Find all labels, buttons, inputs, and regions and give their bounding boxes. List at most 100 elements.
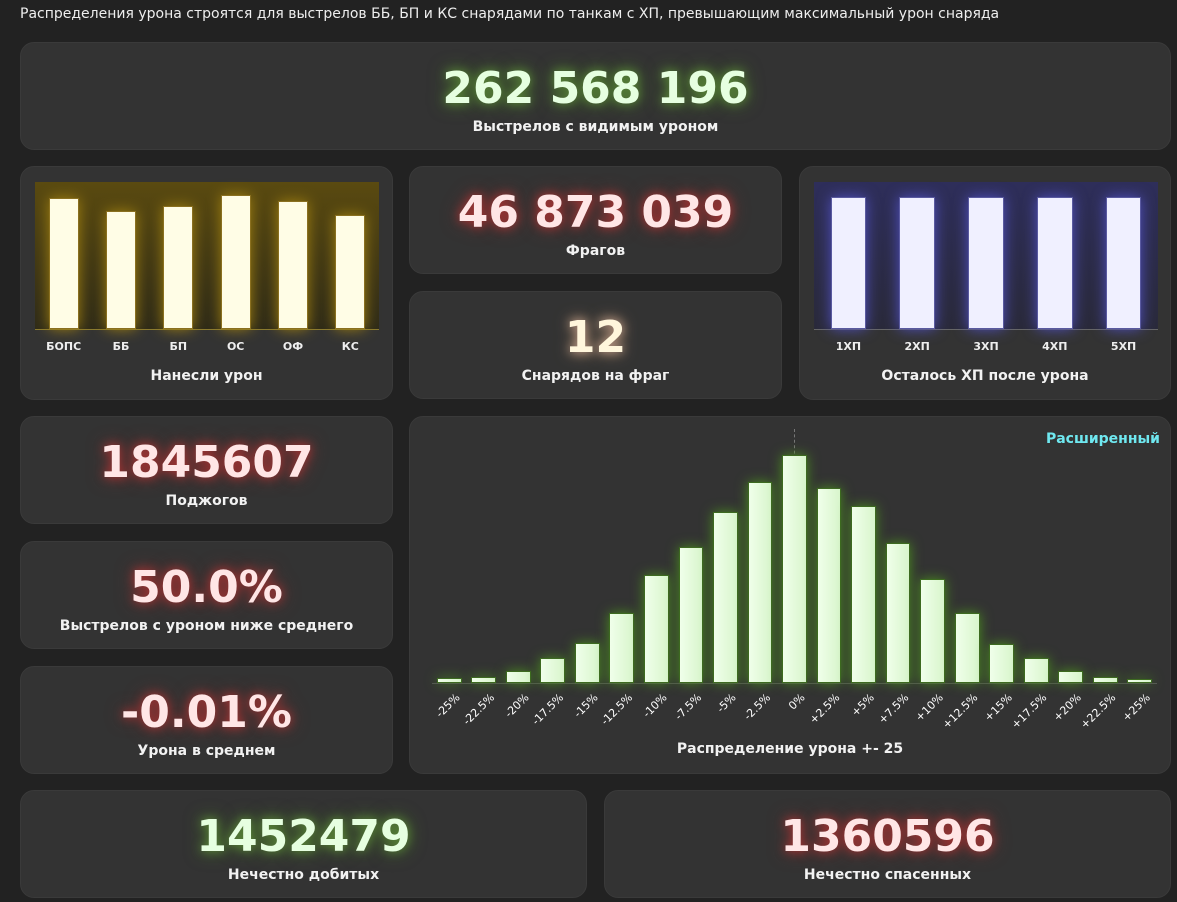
- unfair-saved-value: 1360596: [780, 811, 995, 862]
- frags-value: 46 873 039: [457, 187, 734, 238]
- shots-label: Выстрелов с видимым уроном: [472, 119, 719, 135]
- bar-+12.5%: [954, 613, 980, 683]
- tick-label: +2.5%: [806, 691, 843, 727]
- bar-1ХП: [830, 196, 867, 329]
- hp-left-card: Осталось ХП после урона 1ХП 2ХП 3ХП 4ХП 5ХП: [799, 166, 1171, 400]
- tick-label: +10%: [912, 691, 946, 725]
- tick-label: ББ: [112, 340, 130, 353]
- tick-label: -12.5%: [598, 691, 636, 728]
- distribution-chart: [432, 447, 1157, 684]
- bar--12.5%: [609, 613, 635, 683]
- bar-ОС: [220, 194, 251, 329]
- frags-card: 46 873 039 Фрагов: [409, 166, 782, 274]
- tick-label: БП: [169, 340, 188, 353]
- damage-dealt-card: Нанесли урон БОПС ББ БП ОС ОФ КС: [20, 166, 393, 400]
- bar-3ХП: [968, 196, 1004, 329]
- damage-dealt-label: Нанесли урон: [150, 368, 263, 384]
- bar-+20%: [1058, 671, 1084, 683]
- bar--7.5%: [678, 546, 704, 683]
- shots-value: 262 568 196: [442, 63, 749, 114]
- below-avg-label: Выстрелов с уроном ниже среднего: [59, 618, 354, 634]
- tick-label: +5%: [848, 691, 877, 720]
- fires-label: Поджогов: [165, 493, 248, 509]
- tick-label: 5ХП: [1110, 340, 1137, 353]
- bar--22.5%: [471, 677, 497, 683]
- avg-damage-label: Урона в среднем: [137, 743, 276, 759]
- tick-label: +15%: [981, 691, 1015, 725]
- tick-label: 0%: [786, 691, 808, 713]
- unfair-saved-label: Нечестно спасенных: [803, 867, 972, 883]
- tick-label: +7.5%: [875, 691, 912, 727]
- bar-+2.5%: [816, 487, 842, 683]
- tick-label: -5%: [714, 691, 739, 716]
- bar-+7.5%: [885, 542, 911, 683]
- tick-label: БОПС: [46, 340, 82, 353]
- distribution-card: Расширенный Распределение урона +- 25 -2…: [409, 416, 1171, 774]
- unfair-saved-card: 1360596 Нечестно спасенных: [604, 790, 1171, 898]
- below-avg-card: 50.0% Выстрелов с уроном ниже среднего: [20, 541, 393, 649]
- tick-label: 2ХП: [904, 340, 930, 353]
- bar-+17.5%: [1023, 658, 1049, 683]
- bar-0%: [782, 454, 807, 683]
- damage-dealt-chart: [35, 182, 379, 330]
- tick-label: +20%: [1050, 691, 1084, 725]
- bar-ББ: [106, 210, 136, 329]
- tick-label: -2.5%: [741, 691, 774, 723]
- tick-label: -10%: [640, 691, 670, 721]
- fires-value: 1845607: [99, 437, 314, 488]
- bar-+25%: [1127, 679, 1153, 683]
- tick-label: ОФ: [282, 340, 304, 353]
- avg-damage-card: -0.01% Урона в среднем: [20, 666, 393, 774]
- tick-label: -17.5%: [529, 691, 567, 728]
- bar-+5%: [851, 505, 876, 683]
- tick-label: 1ХП: [835, 340, 862, 353]
- tick-label: +17.5%: [1008, 691, 1050, 732]
- page-header: Распределения урона строятся для выстрел…: [20, 6, 1000, 22]
- hp-left-chart: [814, 182, 1158, 330]
- bar--15%: [574, 643, 600, 683]
- shells-per-frag-value: 12: [564, 312, 627, 363]
- bar--5%: [713, 511, 738, 683]
- shells-per-frag-label: Снарядов на фраг: [521, 368, 670, 384]
- tick-label: 3ХП: [973, 340, 999, 353]
- hp-left-label: Осталось ХП после урона: [881, 368, 1089, 384]
- extended-mode-link[interactable]: Расширенный: [1045, 431, 1160, 447]
- tick-label: -7.5%: [672, 691, 705, 723]
- unfair-killed-value: 1452479: [196, 811, 411, 862]
- tick-label: +12.5%: [939, 691, 981, 732]
- bar-ОФ: [278, 200, 308, 329]
- tick-label: -20%: [502, 691, 532, 721]
- bar--20%: [505, 671, 531, 683]
- tick-label: -25%: [433, 691, 463, 721]
- below-avg-value: 50.0%: [130, 562, 283, 613]
- bar-2ХП: [899, 196, 936, 329]
- bar-КС: [335, 214, 366, 329]
- bar--10%: [643, 575, 669, 683]
- bar-+22.5%: [1092, 677, 1118, 683]
- tick-label: КС: [341, 340, 359, 353]
- unfair-killed-label: Нечестно добитых: [227, 867, 380, 883]
- bar--25%: [436, 678, 462, 683]
- bar-5ХП: [1105, 196, 1142, 329]
- unfair-killed-card: 1452479 Нечестно добитых: [20, 790, 587, 898]
- shells-per-frag-card: 12 Снарядов на фраг: [409, 291, 782, 399]
- bar-+15%: [989, 644, 1015, 683]
- tick-label: -15%: [571, 691, 601, 721]
- bar-БОПС: [48, 197, 79, 329]
- tick-label: +22.5%: [1077, 691, 1119, 732]
- tick-label: +25%: [1119, 691, 1153, 725]
- bar-+10%: [920, 579, 945, 683]
- tick-label: -22.5%: [460, 691, 497, 728]
- tick-label: ОС: [226, 340, 245, 353]
- avg-damage-value: -0.01%: [121, 687, 292, 738]
- fires-card: 1845607 Поджогов: [20, 416, 393, 524]
- bar-БП: [163, 205, 194, 329]
- bar-4ХП: [1036, 196, 1073, 329]
- tick-label: 4ХП: [1042, 340, 1068, 353]
- distribution-label: Распределение урона +- 25: [676, 741, 904, 757]
- frags-label: Фрагов: [565, 243, 626, 259]
- bar--17.5%: [540, 658, 566, 683]
- bar--2.5%: [747, 481, 773, 683]
- mean-marker: [794, 429, 795, 459]
- shots-card: 262 568 196 Выстрелов с видимым уроном: [20, 42, 1171, 150]
